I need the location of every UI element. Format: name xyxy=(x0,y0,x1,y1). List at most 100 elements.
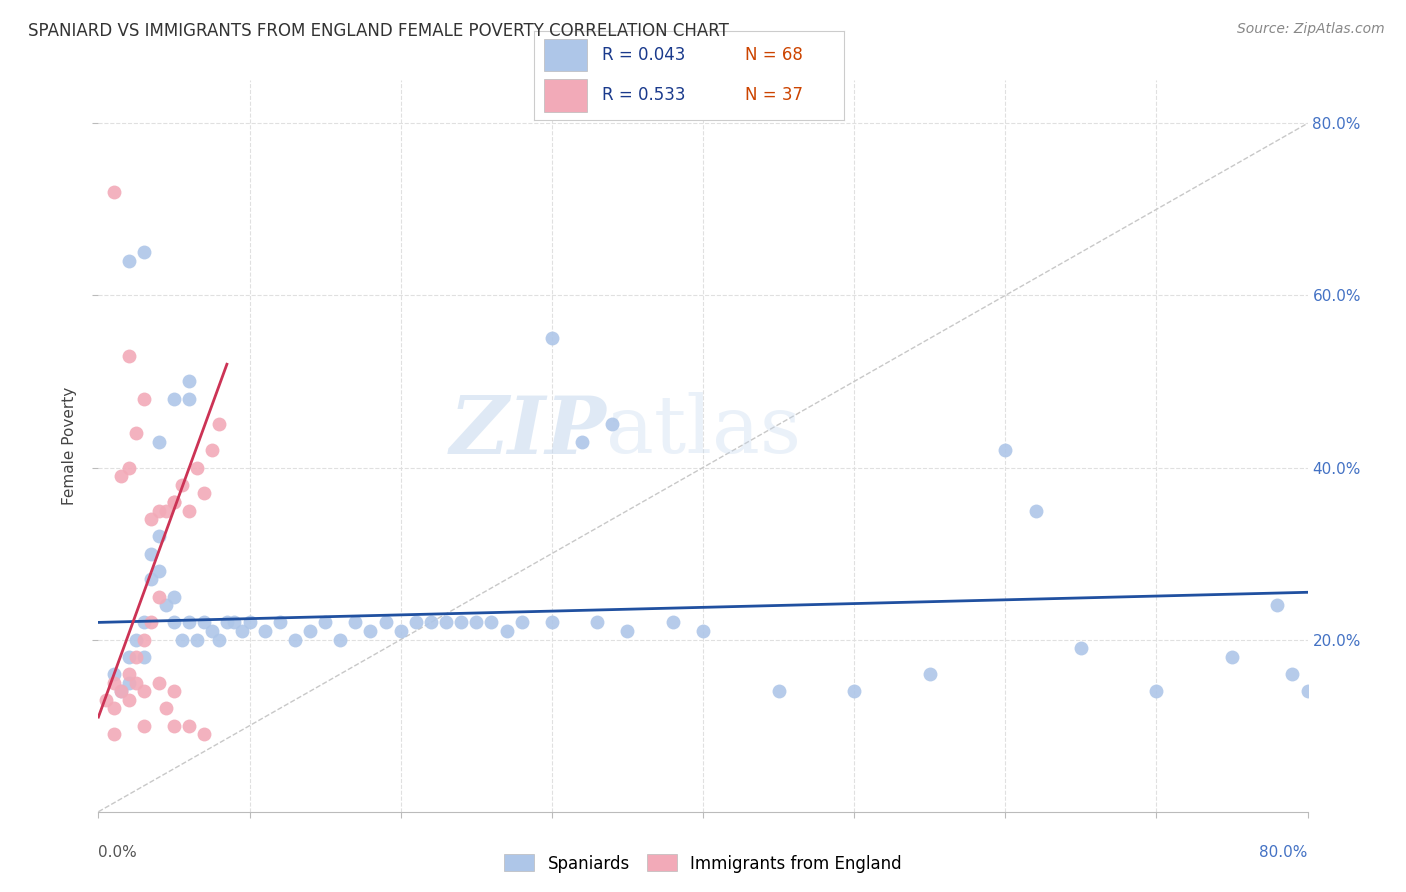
Point xyxy=(155,701,177,715)
Y-axis label: Female Poverty: Female Poverty xyxy=(62,387,77,505)
Point xyxy=(208,632,231,647)
Point xyxy=(132,684,155,698)
Point xyxy=(495,624,517,638)
Point xyxy=(179,615,201,630)
Point xyxy=(201,624,224,638)
Point xyxy=(434,615,457,630)
Point xyxy=(1296,684,1319,698)
Point xyxy=(141,615,163,630)
Point xyxy=(586,615,609,630)
Point xyxy=(360,624,382,638)
Text: ZIP: ZIP xyxy=(450,392,606,470)
Point xyxy=(103,701,125,715)
Point xyxy=(329,632,352,647)
Point xyxy=(602,417,624,432)
Point xyxy=(179,503,201,517)
Point xyxy=(125,632,148,647)
Point xyxy=(224,615,246,630)
Point xyxy=(148,590,170,604)
Point xyxy=(215,615,238,630)
Point xyxy=(186,632,208,647)
Point xyxy=(163,615,186,630)
Point xyxy=(450,615,472,630)
Point xyxy=(541,331,564,345)
Point xyxy=(118,349,141,363)
Point xyxy=(193,486,215,500)
Point xyxy=(179,375,201,389)
Point xyxy=(571,434,593,449)
Point xyxy=(125,426,148,441)
Point xyxy=(208,417,231,432)
Point xyxy=(1220,649,1243,664)
Point xyxy=(141,512,163,526)
Text: SPANIARD VS IMMIGRANTS FROM ENGLAND FEMALE POVERTY CORRELATION CHART: SPANIARD VS IMMIGRANTS FROM ENGLAND FEMA… xyxy=(28,22,728,40)
Point xyxy=(299,624,322,638)
Point xyxy=(125,649,148,664)
Point xyxy=(193,615,215,630)
Point xyxy=(420,615,443,630)
Point xyxy=(132,632,155,647)
Point xyxy=(94,693,117,707)
Legend: Spaniards, Immigrants from England: Spaniards, Immigrants from England xyxy=(498,847,908,880)
Point xyxy=(692,624,714,638)
Point xyxy=(118,667,141,681)
Point xyxy=(201,443,224,458)
Point xyxy=(118,649,141,664)
Point xyxy=(132,615,155,630)
Point xyxy=(141,573,163,587)
Point xyxy=(465,615,488,630)
Point xyxy=(125,675,148,690)
Point xyxy=(103,675,125,690)
Point xyxy=(148,564,170,578)
Point xyxy=(163,684,186,698)
Point xyxy=(118,675,141,690)
Point xyxy=(239,615,262,630)
Point xyxy=(103,667,125,681)
Point xyxy=(155,598,177,612)
Text: N = 68: N = 68 xyxy=(745,46,803,64)
Point xyxy=(163,495,186,509)
Text: R = 0.533: R = 0.533 xyxy=(602,87,686,104)
Point xyxy=(148,675,170,690)
Text: N = 37: N = 37 xyxy=(745,87,803,104)
Point xyxy=(231,624,253,638)
Point xyxy=(148,503,170,517)
Point xyxy=(541,615,564,630)
Point xyxy=(103,727,125,741)
Point xyxy=(163,495,186,509)
Point xyxy=(132,245,155,260)
Bar xyxy=(544,79,586,112)
Point xyxy=(148,434,170,449)
Point xyxy=(193,727,215,741)
Text: Source: ZipAtlas.com: Source: ZipAtlas.com xyxy=(1237,22,1385,37)
Point xyxy=(1024,503,1046,517)
Point xyxy=(170,632,193,647)
Point xyxy=(1267,598,1289,612)
Point xyxy=(170,477,193,491)
Point xyxy=(284,632,307,647)
Point xyxy=(148,529,170,543)
Point xyxy=(269,615,291,630)
Point xyxy=(155,503,177,517)
Text: R = 0.043: R = 0.043 xyxy=(602,46,686,64)
Point xyxy=(163,392,186,406)
Text: atlas: atlas xyxy=(606,392,801,470)
Point xyxy=(132,719,155,733)
Text: 80.0%: 80.0% xyxy=(1260,845,1308,860)
Point xyxy=(616,624,638,638)
Point xyxy=(389,624,412,638)
Point xyxy=(844,684,866,698)
Point xyxy=(141,547,163,561)
Point xyxy=(118,254,141,268)
Bar xyxy=(544,39,586,71)
Point xyxy=(163,590,186,604)
Point xyxy=(118,693,141,707)
Point xyxy=(163,719,186,733)
Point xyxy=(110,684,132,698)
Point xyxy=(1146,684,1168,698)
Point xyxy=(179,392,201,406)
Point xyxy=(118,460,141,475)
Point xyxy=(179,719,201,733)
Point xyxy=(405,615,427,630)
Text: 0.0%: 0.0% xyxy=(98,845,138,860)
